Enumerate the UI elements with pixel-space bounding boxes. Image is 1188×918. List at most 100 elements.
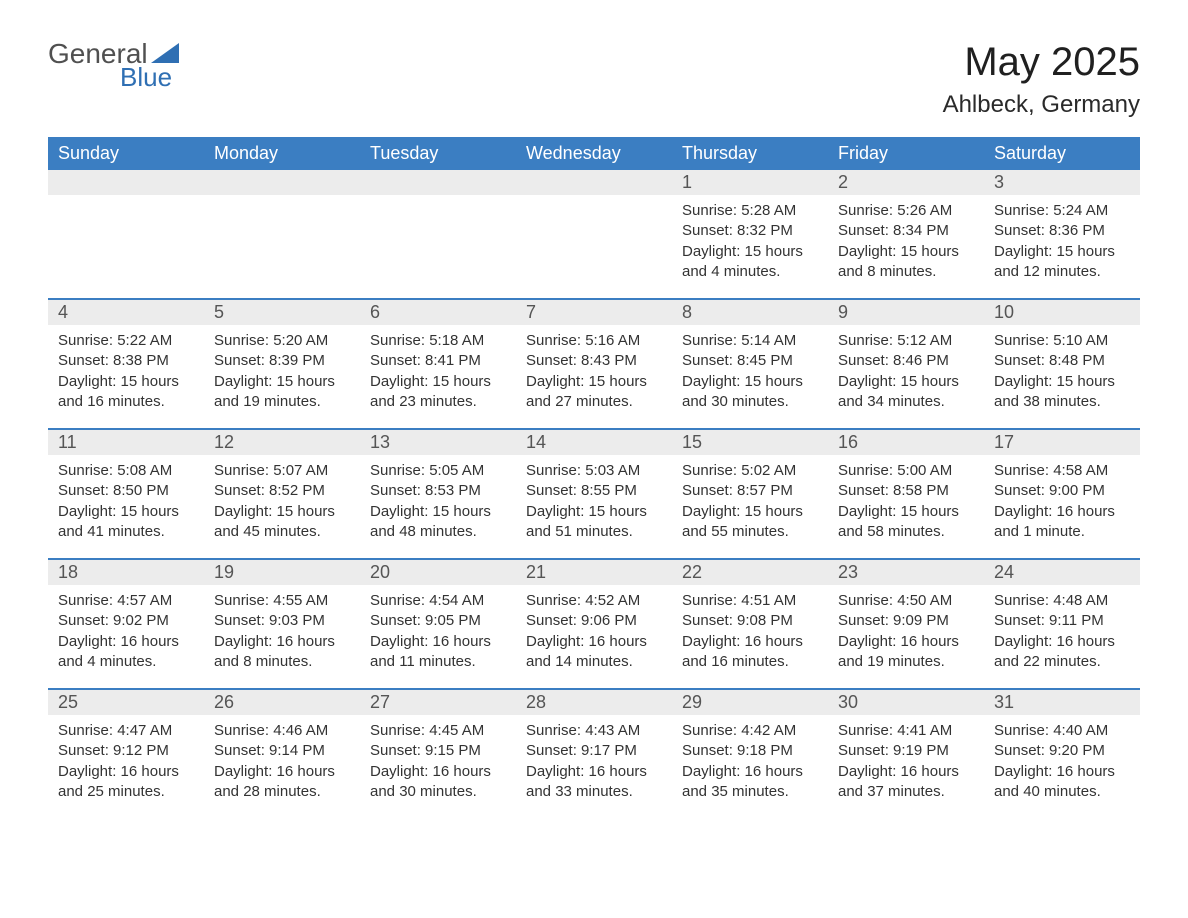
calendar-cell: 31Sunrise: 4:40 AMSunset: 9:20 PMDayligh…	[984, 689, 1140, 818]
day-info: Sunrise: 5:10 AMSunset: 8:48 PMDaylight:…	[984, 325, 1140, 412]
calendar-cell: 2Sunrise: 5:26 AMSunset: 8:34 PMDaylight…	[828, 170, 984, 299]
calendar-cell: 24Sunrise: 4:48 AMSunset: 9:11 PMDayligh…	[984, 559, 1140, 689]
daylight-text: Daylight: 15 hours and 41 minutes.	[58, 502, 194, 543]
sunset-text: Sunset: 9:08 PM	[682, 611, 818, 631]
sunrise-text: Sunrise: 4:54 AM	[370, 591, 506, 611]
sunset-text: Sunset: 9:11 PM	[994, 611, 1130, 631]
day-info: Sunrise: 5:20 AMSunset: 8:39 PMDaylight:…	[204, 325, 360, 412]
weekday-header: Thursday	[672, 137, 828, 170]
day-number: 1	[672, 170, 828, 195]
daylight-text: Daylight: 15 hours and 48 minutes.	[370, 502, 506, 543]
day-number: 28	[516, 690, 672, 715]
sunrise-text: Sunrise: 4:57 AM	[58, 591, 194, 611]
daylight-text: Daylight: 16 hours and 16 minutes.	[682, 632, 818, 673]
title-block: May 2025 Ahlbeck, Germany	[943, 40, 1140, 119]
day-info: Sunrise: 5:24 AMSunset: 8:36 PMDaylight:…	[984, 195, 1140, 282]
day-info: Sunrise: 4:57 AMSunset: 9:02 PMDaylight:…	[48, 585, 204, 672]
day-number: 13	[360, 430, 516, 455]
calendar-cell: 28Sunrise: 4:43 AMSunset: 9:17 PMDayligh…	[516, 689, 672, 818]
day-number: 3	[984, 170, 1140, 195]
day-number: 12	[204, 430, 360, 455]
day-info: Sunrise: 5:26 AMSunset: 8:34 PMDaylight:…	[828, 195, 984, 282]
calendar-cell: 3Sunrise: 5:24 AMSunset: 8:36 PMDaylight…	[984, 170, 1140, 299]
sunrise-text: Sunrise: 4:52 AM	[526, 591, 662, 611]
weekday-header: Wednesday	[516, 137, 672, 170]
sunrise-text: Sunrise: 5:28 AM	[682, 201, 818, 221]
day-number: 20	[360, 560, 516, 585]
sunrise-text: Sunrise: 4:42 AM	[682, 721, 818, 741]
calendar-cell: 14Sunrise: 5:03 AMSunset: 8:55 PMDayligh…	[516, 429, 672, 559]
weekday-header: Sunday	[48, 137, 204, 170]
day-number: 24	[984, 560, 1140, 585]
day-number: 11	[48, 430, 204, 455]
calendar-week-row: 25Sunrise: 4:47 AMSunset: 9:12 PMDayligh…	[48, 689, 1140, 818]
sunrise-text: Sunrise: 5:18 AM	[370, 331, 506, 351]
day-number: 5	[204, 300, 360, 325]
daylight-text: Daylight: 16 hours and 40 minutes.	[994, 762, 1130, 803]
calendar-cell: 16Sunrise: 5:00 AMSunset: 8:58 PMDayligh…	[828, 429, 984, 559]
day-number: 17	[984, 430, 1140, 455]
day-number: 22	[672, 560, 828, 585]
day-number: 29	[672, 690, 828, 715]
weekday-header: Saturday	[984, 137, 1140, 170]
sunset-text: Sunset: 8:45 PM	[682, 351, 818, 371]
calendar-cell: 20Sunrise: 4:54 AMSunset: 9:05 PMDayligh…	[360, 559, 516, 689]
sunset-text: Sunset: 8:50 PM	[58, 481, 194, 501]
sunrise-text: Sunrise: 4:58 AM	[994, 461, 1130, 481]
day-number: 4	[48, 300, 204, 325]
sunrise-text: Sunrise: 5:07 AM	[214, 461, 350, 481]
sunset-text: Sunset: 9:05 PM	[370, 611, 506, 631]
day-number: 16	[828, 430, 984, 455]
sunset-text: Sunset: 8:53 PM	[370, 481, 506, 501]
sunrise-text: Sunrise: 4:40 AM	[994, 721, 1130, 741]
daylight-text: Daylight: 15 hours and 55 minutes.	[682, 502, 818, 543]
calendar-cell: 1Sunrise: 5:28 AMSunset: 8:32 PMDaylight…	[672, 170, 828, 299]
page: General Blue May 2025 Ahlbeck, Germany S…	[0, 0, 1188, 918]
day-number	[204, 170, 360, 195]
logo-word-2: Blue	[120, 64, 179, 90]
calendar-cell: 27Sunrise: 4:45 AMSunset: 9:15 PMDayligh…	[360, 689, 516, 818]
day-info: Sunrise: 5:18 AMSunset: 8:41 PMDaylight:…	[360, 325, 516, 412]
calendar-table: Sunday Monday Tuesday Wednesday Thursday…	[48, 137, 1140, 818]
day-info: Sunrise: 5:28 AMSunset: 8:32 PMDaylight:…	[672, 195, 828, 282]
daylight-text: Daylight: 15 hours and 23 minutes.	[370, 372, 506, 413]
day-info: Sunrise: 4:48 AMSunset: 9:11 PMDaylight:…	[984, 585, 1140, 672]
calendar-cell: 22Sunrise: 4:51 AMSunset: 9:08 PMDayligh…	[672, 559, 828, 689]
calendar-week-row: 18Sunrise: 4:57 AMSunset: 9:02 PMDayligh…	[48, 559, 1140, 689]
calendar-week-row: 1Sunrise: 5:28 AMSunset: 8:32 PMDaylight…	[48, 170, 1140, 299]
calendar-cell: 21Sunrise: 4:52 AMSunset: 9:06 PMDayligh…	[516, 559, 672, 689]
daylight-text: Daylight: 15 hours and 27 minutes.	[526, 372, 662, 413]
sunset-text: Sunset: 8:32 PM	[682, 221, 818, 241]
day-info: Sunrise: 5:00 AMSunset: 8:58 PMDaylight:…	[828, 455, 984, 542]
daylight-text: Daylight: 15 hours and 38 minutes.	[994, 372, 1130, 413]
calendar-cell: 9Sunrise: 5:12 AMSunset: 8:46 PMDaylight…	[828, 299, 984, 429]
sunset-text: Sunset: 8:46 PM	[838, 351, 974, 371]
day-info: Sunrise: 4:55 AMSunset: 9:03 PMDaylight:…	[204, 585, 360, 672]
day-number: 30	[828, 690, 984, 715]
calendar-cell: 8Sunrise: 5:14 AMSunset: 8:45 PMDaylight…	[672, 299, 828, 429]
daylight-text: Daylight: 16 hours and 30 minutes.	[370, 762, 506, 803]
day-info: Sunrise: 5:12 AMSunset: 8:46 PMDaylight:…	[828, 325, 984, 412]
sunrise-text: Sunrise: 5:00 AM	[838, 461, 974, 481]
daylight-text: Daylight: 15 hours and 8 minutes.	[838, 242, 974, 283]
day-number: 7	[516, 300, 672, 325]
day-info: Sunrise: 5:22 AMSunset: 8:38 PMDaylight:…	[48, 325, 204, 412]
sunrise-text: Sunrise: 4:48 AM	[994, 591, 1130, 611]
day-number: 10	[984, 300, 1140, 325]
sunrise-text: Sunrise: 4:50 AM	[838, 591, 974, 611]
day-info: Sunrise: 5:08 AMSunset: 8:50 PMDaylight:…	[48, 455, 204, 542]
sunset-text: Sunset: 9:03 PM	[214, 611, 350, 631]
calendar-cell: 23Sunrise: 4:50 AMSunset: 9:09 PMDayligh…	[828, 559, 984, 689]
sunset-text: Sunset: 8:34 PM	[838, 221, 974, 241]
daylight-text: Daylight: 16 hours and 35 minutes.	[682, 762, 818, 803]
sunrise-text: Sunrise: 5:05 AM	[370, 461, 506, 481]
sunrise-text: Sunrise: 5:03 AM	[526, 461, 662, 481]
sunset-text: Sunset: 9:09 PM	[838, 611, 974, 631]
daylight-text: Daylight: 15 hours and 19 minutes.	[214, 372, 350, 413]
header: General Blue May 2025 Ahlbeck, Germany	[48, 40, 1140, 119]
day-info: Sunrise: 4:40 AMSunset: 9:20 PMDaylight:…	[984, 715, 1140, 802]
sunrise-text: Sunrise: 4:41 AM	[838, 721, 974, 741]
sunrise-text: Sunrise: 5:22 AM	[58, 331, 194, 351]
calendar-cell: 29Sunrise: 4:42 AMSunset: 9:18 PMDayligh…	[672, 689, 828, 818]
sunrise-text: Sunrise: 4:47 AM	[58, 721, 194, 741]
